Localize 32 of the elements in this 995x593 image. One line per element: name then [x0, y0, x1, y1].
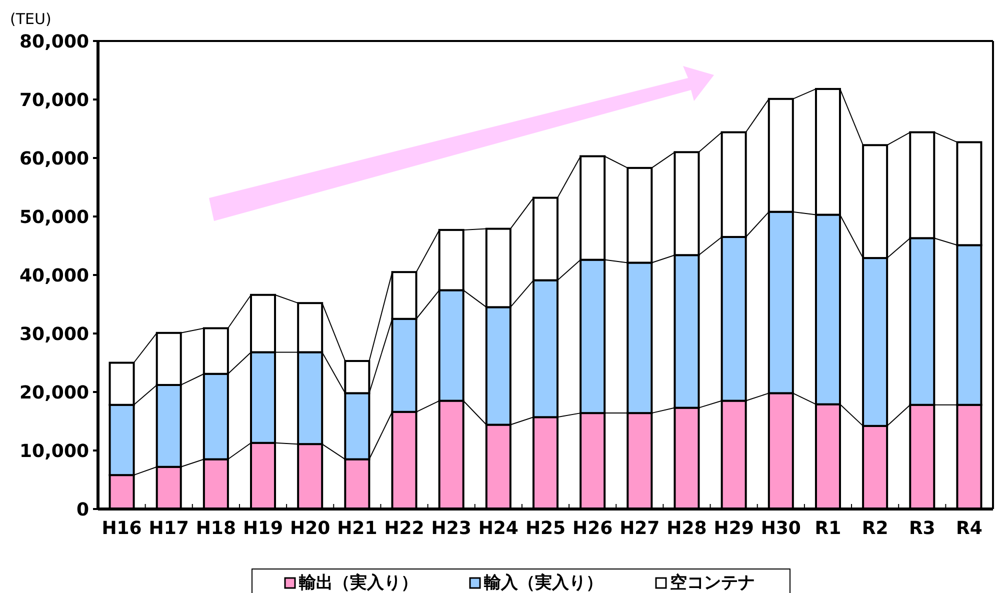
x-tick-label: H18	[196, 518, 236, 539]
x-tick-label: H16	[102, 518, 142, 539]
x-tick-label: H30	[760, 518, 801, 539]
x-tick-label: R2	[862, 518, 888, 539]
x-tick-label: H23	[431, 518, 472, 539]
x-tick-label: R1	[814, 518, 842, 539]
x-tick-label: H29	[714, 518, 754, 539]
y-tick-label: 0	[76, 499, 89, 520]
x-tick-label: H17	[148, 518, 189, 539]
y-tick-label: 40,000	[20, 265, 89, 286]
y-axis-title: (TEU)	[10, 10, 52, 28]
x-tick-label: H19	[242, 518, 284, 539]
x-tick-label: H25	[525, 518, 566, 539]
legend-label: 空コンテナ	[670, 573, 755, 593]
x-tick-label: H27	[620, 518, 660, 539]
y-tick-label: 70,000	[20, 90, 89, 111]
x-tick-label: H20	[290, 518, 330, 539]
y-tick-label: 30,000	[20, 324, 89, 345]
y-tick-label: 60,000	[20, 148, 89, 170]
x-tick-label: H24	[478, 518, 518, 539]
y-tick-label: 50,000	[20, 206, 89, 228]
y-tick-label: 80,000	[20, 31, 89, 52]
legend-label: 輸入（実入り）	[483, 573, 603, 593]
x-tick-label: H22	[384, 518, 424, 539]
legend-label: 輸出（実入り）	[298, 573, 418, 593]
x-tick-label: R4	[956, 518, 982, 539]
y-tick-label: 20,000	[20, 382, 89, 404]
y-tick-label: 10,000	[20, 440, 89, 462]
x-tick-label: H26	[572, 518, 613, 539]
x-tick-label: R3	[908, 518, 936, 539]
x-tick-label: H21	[337, 518, 378, 539]
x-tick-label: H28	[666, 518, 707, 539]
